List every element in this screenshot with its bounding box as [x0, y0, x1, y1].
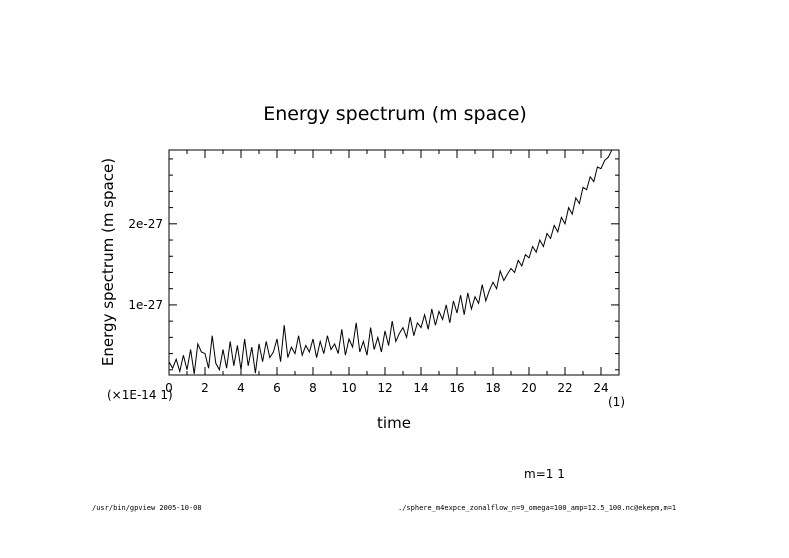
x-tick-label: 16	[449, 381, 464, 395]
y-axis-label: Energy spectrum (m space)	[99, 158, 117, 366]
x-tick-label: 24	[593, 381, 608, 395]
x-tick-label: 0	[165, 381, 173, 395]
plot-frame	[168, 149, 620, 376]
x-scale-note: (×1E-14 1)	[107, 388, 173, 402]
x-tick-label: 4	[237, 381, 245, 395]
footer-right: ./sphere_m4expce_zonalflow_n=9_omega=100…	[398, 504, 676, 512]
x-tick-label: 20	[521, 381, 536, 395]
x-tick-label: 10	[341, 381, 356, 395]
x-tick-label: 2	[201, 381, 209, 395]
footer-left: /usr/bin/gpview 2005-10-08	[92, 504, 202, 512]
x-axis-label: time	[377, 414, 411, 432]
y-tick-label: 2e-27	[128, 217, 163, 231]
legend-annotation: m=1 1	[524, 467, 565, 481]
x-tick-label: 8	[309, 381, 317, 395]
x-tick-label: 18	[485, 381, 500, 395]
x-tick-label: 14	[413, 381, 428, 395]
series-line-m1	[168, 149, 619, 374]
x-tick-label: 22	[557, 381, 572, 395]
chart-title: Energy spectrum (m space)	[263, 103, 527, 125]
x-unit-note: (1)	[608, 395, 625, 409]
x-tick-label: 6	[273, 381, 281, 395]
x-tick-label: 12	[377, 381, 392, 395]
y-tick-label: 1e-27	[128, 298, 163, 312]
